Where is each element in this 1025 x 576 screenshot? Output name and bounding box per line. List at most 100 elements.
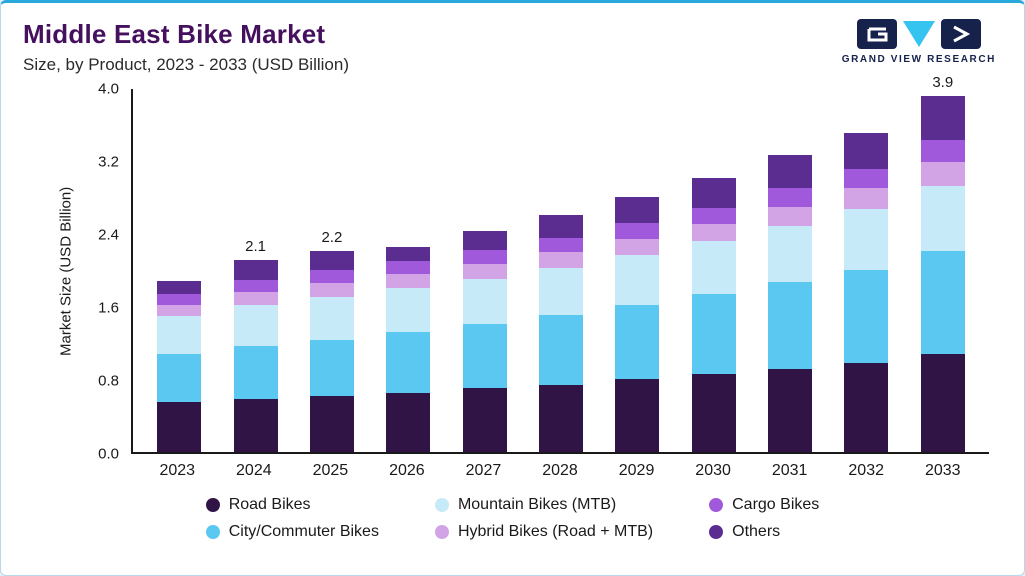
segment-mountain-bikes-mtb	[615, 254, 660, 306]
segment-road-bikes	[233, 399, 278, 452]
segment-road-bikes	[768, 369, 813, 452]
legend-swatch-icon	[434, 498, 449, 512]
legend-label: Hybrid Bikes (Road + MTB)	[457, 523, 654, 540]
bar-2033: 3.9	[905, 74, 981, 452]
bar-2026	[370, 89, 446, 452]
segment-city-commuter-bikes	[386, 331, 431, 393]
chart-subtitle: Size, by Product, 2023 - 2033 (USD Billi…	[23, 55, 349, 74]
x-tick-2028: 2028	[542, 462, 578, 479]
legend-swatch-icon	[709, 525, 724, 539]
bar-stack	[462, 231, 507, 452]
segment-hybrid-bikes-road-mtb	[157, 305, 202, 317]
legend-label: Mountain Bikes (MTB)	[457, 496, 617, 513]
x-tick-2026: 2026	[389, 462, 425, 479]
x-tick-2023: 2023	[159, 462, 196, 479]
segment-hybrid-bikes-road-mtb	[844, 188, 889, 210]
bar-2031	[752, 89, 828, 452]
legend-swatch-icon	[434, 525, 449, 539]
legend-label: Cargo Bikes	[732, 496, 820, 513]
legend-item-hybrid-bikes-road-mtb: Hybrid Bikes (Road + MTB)	[434, 523, 654, 541]
bar-2028	[523, 89, 599, 452]
legend: Road Bikes Mountain Bikes (MTB) Cargo Bike…	[1, 496, 1024, 541]
bar-stack	[157, 280, 202, 452]
segment-cargo-bikes	[233, 279, 278, 293]
y-tick-0.0: 0.0	[98, 445, 119, 463]
bar-stack	[920, 96, 965, 452]
segment-others	[920, 96, 965, 141]
segment-hybrid-bikes-road-mtb	[462, 264, 507, 279]
page-title: Middle East Bike Market	[23, 19, 326, 49]
y-axis-ticks: 0.0 0.8 1.6 2.4 3.2 4.0	[79, 81, 131, 463]
bar-2032	[828, 89, 904, 452]
grand-view-research-logo: GRAND VIEW RESEARCH	[842, 19, 996, 65]
legend-label: Others	[732, 523, 781, 540]
segment-cargo-bikes	[462, 250, 507, 265]
segment-mountain-bikes-mtb	[233, 305, 278, 347]
segment-city-commuter-bikes	[844, 269, 889, 363]
segment-road-bikes	[386, 392, 431, 452]
segment-city-commuter-bikes	[768, 282, 813, 369]
segment-others	[386, 246, 431, 262]
bar-2029	[599, 89, 675, 452]
segment-mountain-bikes-mtb	[768, 225, 813, 283]
x-tick-2033: 2033	[924, 462, 961, 479]
segment-others	[309, 251, 354, 271]
legend-item-cargo-bikes: Cargo Bikes	[709, 496, 819, 514]
segment-others	[768, 155, 813, 189]
legend-item-others: Others	[709, 523, 819, 541]
y-tick-2.4: 2.4	[98, 226, 119, 244]
segment-cargo-bikes	[920, 140, 965, 162]
legend-item-city-commuter-bikes: City/Commuter Bikes	[205, 523, 379, 541]
segment-city-commuter-bikes	[157, 354, 202, 402]
y-tick-4.0: 4.0	[98, 80, 119, 98]
x-tick-2031: 2031	[771, 462, 808, 479]
segment-mountain-bikes-mtb	[309, 296, 354, 340]
segment-road-bikes	[844, 362, 889, 452]
y-axis-title: Market Size (USD Billion)	[57, 186, 75, 357]
segment-city-commuter-bikes	[920, 251, 965, 355]
bar-2027	[446, 89, 522, 452]
bar-stack	[386, 246, 431, 452]
segment-mountain-bikes-mtb	[691, 241, 736, 295]
segment-mountain-bikes-mtb	[538, 267, 583, 316]
y-tick-3.2: 3.2	[98, 153, 119, 171]
bar-value-label-2025: 2.2	[321, 229, 343, 247]
segment-hybrid-bikes-road-mtb	[920, 161, 965, 186]
segment-others	[462, 231, 507, 251]
segment-mountain-bikes-mtb	[386, 287, 431, 332]
bar-stack	[768, 155, 813, 452]
plot-wrap: 2.1 2.2 3.9 2023 2024 2025 2026 2027 2028 2029 20…	[131, 74, 989, 480]
segment-hybrid-bikes-road-mtb	[233, 292, 278, 306]
legend-swatch-icon	[205, 498, 220, 512]
segment-mountain-bikes-mtb	[844, 209, 889, 270]
bar-stack	[538, 214, 583, 452]
bar-2025: 2.2	[294, 89, 370, 452]
x-axis-ticks: 2023 2024 2025 2026 2027 2028 2029 2030 2031 2032…	[131, 462, 989, 480]
segment-cargo-bikes	[615, 223, 660, 239]
x-tick-2030: 2030	[695, 462, 731, 479]
legend-item-road-bikes: Road Bikes	[205, 496, 379, 514]
segment-mountain-bikes-mtb	[462, 278, 507, 325]
header-titles: Middle East Bike Market Size, by Product…	[23, 19, 349, 75]
segment-mountain-bikes-mtb	[157, 316, 202, 355]
segment-hybrid-bikes-road-mtb	[691, 223, 736, 242]
segment-cargo-bikes	[538, 237, 583, 253]
legend-label: City/Commuter Bikes	[228, 523, 379, 540]
legend-label: Road Bikes	[228, 496, 311, 513]
segment-cargo-bikes	[691, 207, 736, 224]
legend-item-mountain-bikes-mtb: Mountain Bikes (MTB)	[434, 496, 653, 514]
bar-stack	[309, 251, 354, 452]
x-tick-2029: 2029	[618, 462, 655, 479]
bar-2030	[676, 89, 752, 452]
bar-value-label-2033: 3.9	[932, 74, 954, 92]
segment-others	[844, 132, 889, 170]
segment-road-bikes	[691, 374, 736, 452]
logo-marks	[842, 19, 996, 49]
segment-city-commuter-bikes	[615, 305, 660, 379]
segment-others	[233, 260, 278, 280]
segment-city-commuter-bikes	[691, 294, 736, 375]
y-tick-0.8: 0.8	[98, 372, 119, 390]
legend-swatch-icon	[205, 525, 220, 539]
segment-cargo-bikes	[309, 270, 354, 284]
